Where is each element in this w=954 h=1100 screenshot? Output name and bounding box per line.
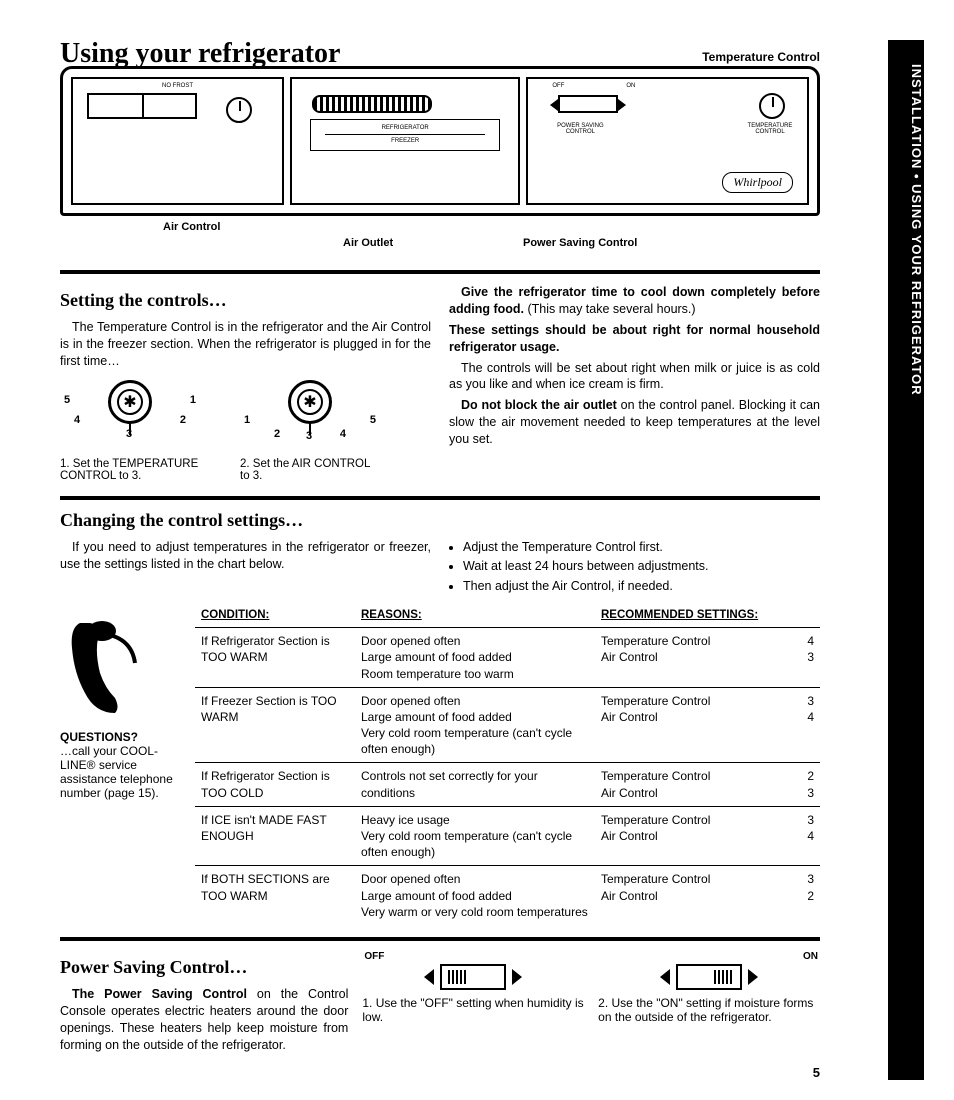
th-recommended: RECOMMENDED SETTINGS: <box>595 605 820 628</box>
dial-num: 5 <box>370 414 376 426</box>
cool-down-note: Give the refrigerator time to cool down … <box>449 284 820 318</box>
table-row: If Refrigerator Section is TOO COLDContr… <box>195 763 820 806</box>
power-off-figure: OFF 1. Use the "OFF" setting when humidi… <box>362 951 584 1024</box>
bullet-item: Adjust the Temperature Control first. <box>463 539 820 557</box>
changing-bullets: Adjust the Temperature Control first. Wa… <box>449 539 820 596</box>
info-label-plate: REFRIGERATOR FREEZER <box>310 119 500 151</box>
side-tab: INSTALLATION • USING YOUR REFRIGERATOR <box>888 40 924 420</box>
dial-num: 1 <box>244 414 250 426</box>
setting-controls-p1: The Temperature Control is in the refrig… <box>60 319 431 370</box>
temp-dial-figure: 5 4 3 2 1 1. Set the TEMPERATURE CONTROL… <box>60 380 200 482</box>
controls-right-note: The controls will be set about right whe… <box>449 360 820 394</box>
reasons-cell: Door opened often Large amount of food a… <box>355 628 595 688</box>
freezer-micro-label: FREEZER <box>315 137 495 145</box>
off-micro-label: OFF <box>552 83 564 89</box>
condition-cell: If Freezer Section is TOO WARM <box>195 687 355 763</box>
settings-table: CONDITION: REASONS: RECOMMENDED SETTINGS… <box>195 605 820 925</box>
temp-dial-icon <box>108 380 152 424</box>
recommended-cell: Temperature Control4Air Control3 <box>595 628 820 688</box>
diagram-mid-panel: REFRIGERATOR FREEZER <box>290 77 520 205</box>
reasons-cell: Door opened often Large amount of food a… <box>355 866 595 925</box>
dial-num: 4 <box>74 414 80 426</box>
air-outlet-icon <box>312 95 432 113</box>
temp-micro-label: TEMPERATURE CONTROL <box>743 123 797 135</box>
freezer-window-icon <box>87 93 197 119</box>
page-number: 5 <box>60 1065 820 1080</box>
reasons-cell: Door opened often Large amount of food a… <box>355 687 595 763</box>
dial-num: 2 <box>274 428 280 440</box>
air-control-callout: Air Control <box>163 221 220 233</box>
condition-cell: If Refrigerator Section is TOO WARM <box>195 628 355 688</box>
power-heading: Power Saving Control… <box>60 957 348 978</box>
arrow-left-icon <box>660 969 670 985</box>
th-condition: CONDITION: <box>195 605 355 628</box>
switch-off-icon <box>440 964 506 990</box>
table-row: If Freezer Section is TOO WARMDoor opene… <box>195 687 820 763</box>
temp-control-dial-icon <box>759 93 785 119</box>
questions-sidebar: QUESTIONS? …call your COOL-LINE® service… <box>60 613 188 800</box>
dial-num: 1 <box>190 394 196 406</box>
dial-num: 3 <box>306 430 312 442</box>
power-paragraph: The Power Saving Control on the Control … <box>60 986 348 1054</box>
telephone-hand-icon <box>60 613 150 723</box>
dial-num: 3 <box>126 428 132 440</box>
table-row: If BOTH SECTIONS are TOO WARMDoor opened… <box>195 866 820 925</box>
bullet-item: Then adjust the Air Control, if needed. <box>463 578 820 596</box>
no-frost-label: NO FROST <box>162 83 193 89</box>
air-dial-figure: 1 2 3 4 5 2. Set the AIR CONTROL to 3. <box>240 380 380 482</box>
power-step1: 1. Use the "OFF" setting when humidity i… <box>362 996 584 1024</box>
questions-text: …call your COOL-LINE® service assistance… <box>60 744 188 800</box>
table-row: If ICE isn't MADE FAST ENOUGHHeavy ice u… <box>195 806 820 866</box>
dial-num: 5 <box>64 394 70 406</box>
setting-controls-heading: Setting the controls… <box>60 290 431 311</box>
refrigerator-micro-label: REFRIGERATOR <box>315 124 495 132</box>
switch-on-icon <box>676 964 742 990</box>
power-step2: 2. Use the "ON" setting if moisture form… <box>598 996 820 1024</box>
recommended-cell: Temperature Control2Air Control3 <box>595 763 820 806</box>
air-dial-icon <box>288 380 332 424</box>
normal-usage-note: These settings should be about right for… <box>449 322 820 356</box>
questions-title: QUESTIONS? <box>60 730 188 744</box>
dial-num: 2 <box>180 414 186 426</box>
air-outlet-callout: Air Outlet <box>343 237 393 249</box>
air-dial-step: 2. Set the AIR CONTROL to 3. <box>240 458 380 482</box>
diagram-left-panel: NO FROST <box>71 77 284 205</box>
condition-cell: If Refrigerator Section is TOO COLD <box>195 763 355 806</box>
changing-heading: Changing the control settings… <box>60 510 820 531</box>
diagram-right-panel: OFF ON POWER SAVING CONTROL TEMPERATURE … <box>526 77 809 205</box>
on-label: ON <box>803 951 818 962</box>
arrow-left-icon <box>424 969 434 985</box>
on-micro-label: ON <box>626 83 635 89</box>
air-outlet-warning: Do not block the air outlet on the contr… <box>449 397 820 448</box>
arrow-right-icon <box>748 969 758 985</box>
arrow-right-icon <box>512 969 522 985</box>
changing-intro: If you need to adjust temperatures in th… <box>60 539 431 573</box>
divider <box>60 937 820 941</box>
air-control-dial-icon <box>226 97 252 123</box>
th-reasons: REASONS: <box>355 605 595 628</box>
recommended-cell: Temperature Control3Air Control4 <box>595 687 820 763</box>
reasons-cell: Heavy ice usage Very cold room temperatu… <box>355 806 595 866</box>
bullet-item: Wait at least 24 hours between adjustmen… <box>463 558 820 576</box>
power-on-figure: ON 2. Use the "ON" setting if moisture f… <box>598 951 820 1024</box>
control-panel-diagram: NO FROST REFRIGERATOR FREEZER OFF ON <box>60 66 820 216</box>
power-saving-slider-icon <box>558 95 618 113</box>
table-row: If Refrigerator Section is TOO WARMDoor … <box>195 628 820 688</box>
power-saving-callout: Power Saving Control <box>523 237 637 249</box>
psc-micro-label: POWER SAVING CONTROL <box>550 123 610 135</box>
temp-dial-step: 1. Set the TEMPERATURE CONTROL to 3. <box>60 458 200 482</box>
divider <box>60 496 820 500</box>
divider <box>60 270 820 274</box>
condition-cell: If BOTH SECTIONS are TOO WARM <box>195 866 355 925</box>
side-strip <box>888 420 924 1080</box>
reasons-cell: Controls not set correctly for your cond… <box>355 763 595 806</box>
dial-num: 4 <box>340 428 346 440</box>
recommended-cell: Temperature Control3Air Control2 <box>595 866 820 925</box>
brand-logo: Whirlpool <box>722 172 793 193</box>
recommended-cell: Temperature Control3Air Control4 <box>595 806 820 866</box>
condition-cell: If ICE isn't MADE FAST ENOUGH <box>195 806 355 866</box>
off-label: OFF <box>364 951 384 962</box>
